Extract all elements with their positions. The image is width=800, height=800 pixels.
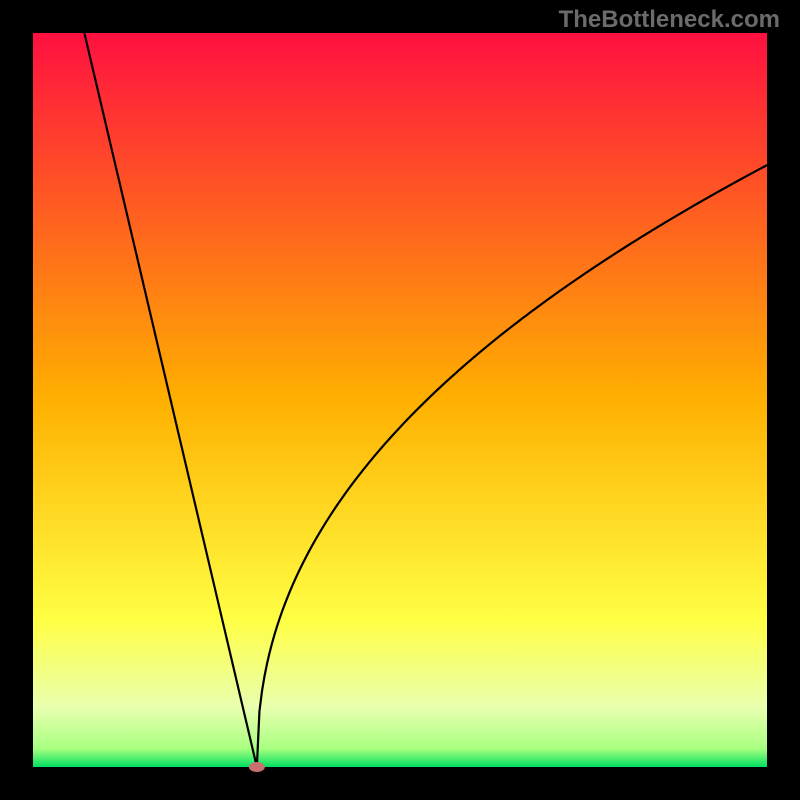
minimum-marker — [249, 762, 265, 772]
chart-background — [33, 33, 767, 767]
bottleneck-chart — [33, 33, 767, 767]
watermark-text: TheBottleneck.com — [559, 6, 780, 34]
